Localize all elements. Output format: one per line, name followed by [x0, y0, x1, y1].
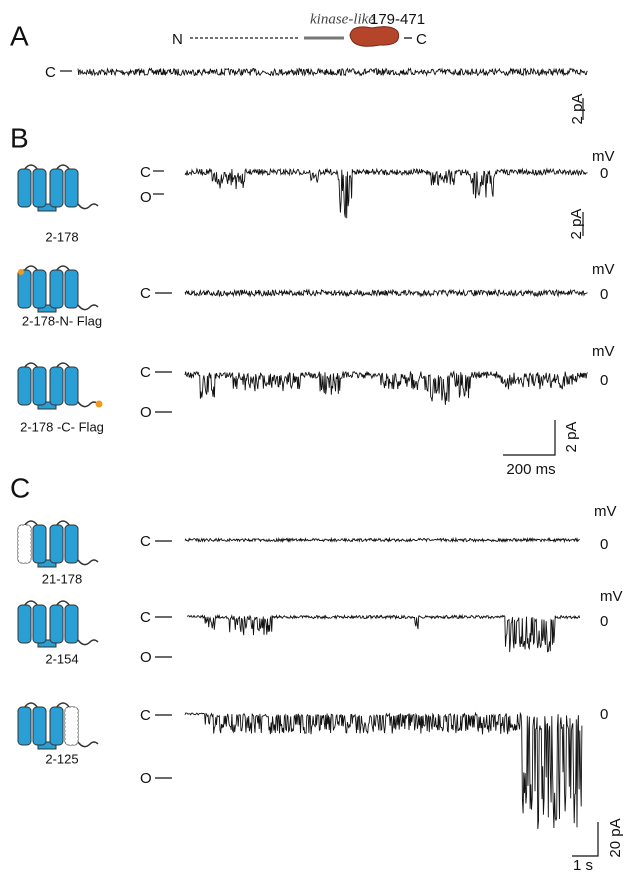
voltage-unit: mV [592, 148, 615, 165]
channel-icon [17, 265, 99, 313]
scale-bar [572, 822, 599, 857]
open-label: O [140, 189, 152, 206]
construct-label: 21-178 [42, 571, 82, 586]
n-terminus: N [172, 31, 183, 48]
voltage-unit: mV [592, 261, 615, 278]
construct-label: 2-178 -C- Flag [20, 419, 104, 434]
closed-label: C [140, 285, 151, 302]
current-trace [184, 288, 588, 298]
construct-label: 2-154 [45, 651, 78, 666]
voltage: 0 [600, 286, 608, 303]
voltage: 0 [600, 536, 608, 553]
panel-label: B [10, 122, 29, 153]
flag-tag [95, 400, 103, 408]
panel-label: A [10, 20, 29, 51]
voltage: 0 [600, 706, 608, 723]
scale-label: 1 s [573, 857, 593, 872]
panel-label: C [10, 472, 30, 503]
channel-icon [17, 362, 99, 410]
current-trace [184, 536, 580, 544]
current-trace [184, 167, 588, 219]
voltage-unit: mV [592, 343, 615, 360]
open-label: O [140, 404, 152, 421]
current-trace [77, 67, 588, 77]
closed-label: C [140, 533, 151, 550]
closed-label: C [140, 364, 151, 381]
voltage: 0 [600, 165, 608, 182]
c-terminus: C [416, 31, 427, 48]
current-trace [186, 613, 581, 653]
domain-range: 179-471 [370, 11, 425, 28]
open-label: O [140, 649, 152, 666]
closed-label: C [45, 64, 56, 81]
closed-label: C [140, 609, 151, 626]
open-label: O [140, 770, 152, 787]
current-trace [184, 711, 583, 829]
construct-label: 2-178 [45, 229, 78, 244]
voltage-unit: mV [594, 503, 617, 520]
voltage: 0 [600, 372, 608, 389]
kinase-domain [349, 26, 400, 47]
current-trace [184, 370, 588, 405]
domain-name: kinase-like [310, 11, 375, 27]
construct-label: 2-178-N- Flag [22, 313, 102, 328]
closed-label: C [140, 707, 151, 724]
channel-icon [17, 702, 99, 750]
voltage-unit: mV [600, 588, 623, 605]
closed-label: C [140, 164, 151, 181]
construct-label: 2-125 [45, 751, 78, 766]
scale-label: 20 pA [607, 818, 624, 857]
flag-tag [18, 269, 24, 275]
scale-label: 2 pA [563, 422, 580, 453]
deleted-helix [64, 706, 79, 746]
scale-label: 2 pA [569, 94, 586, 125]
channel-icon [17, 164, 99, 212]
scale-label: 200 ms [506, 461, 555, 478]
scale-label: 2 pA [568, 209, 585, 240]
voltage: 0 [600, 613, 608, 630]
channel-icon [17, 600, 99, 648]
deleted-helix [17, 524, 32, 564]
scale-bar [503, 420, 556, 456]
